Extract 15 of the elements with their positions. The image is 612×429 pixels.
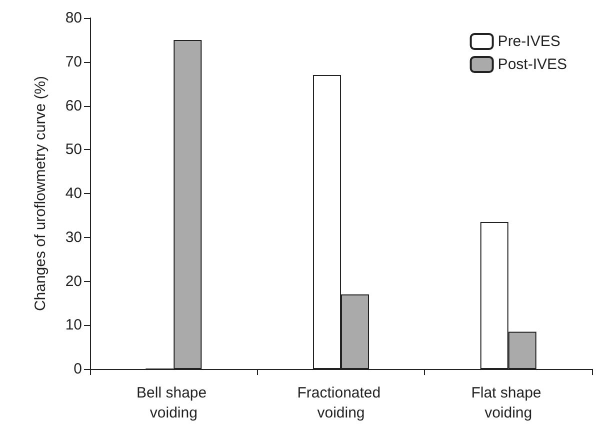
y-tick-label: 70 [65, 53, 82, 70]
y-axis-title: Changes of uroflowmetry curve (%) [32, 76, 49, 312]
x-tick-label: Bell shape voiding [136, 384, 211, 422]
legend-label: Pre-IVES [498, 33, 560, 50]
legend-label: Post-IVES [498, 56, 568, 73]
y-tick-label: 40 [65, 185, 82, 202]
y-tick-label: 30 [65, 228, 82, 246]
y-tick-label: 0 [74, 360, 82, 378]
y-tick-label: 20 [65, 272, 82, 290]
y-tick-label: 10 [65, 316, 82, 334]
y-tick-label: 80 [65, 10, 82, 26]
y-tick-label: 50 [65, 141, 82, 158]
y-tick-label: 60 [65, 97, 82, 114]
x-tick-label: Flat shape voiding [471, 384, 546, 422]
x-tick-label: Fractionated voiding [297, 384, 385, 422]
